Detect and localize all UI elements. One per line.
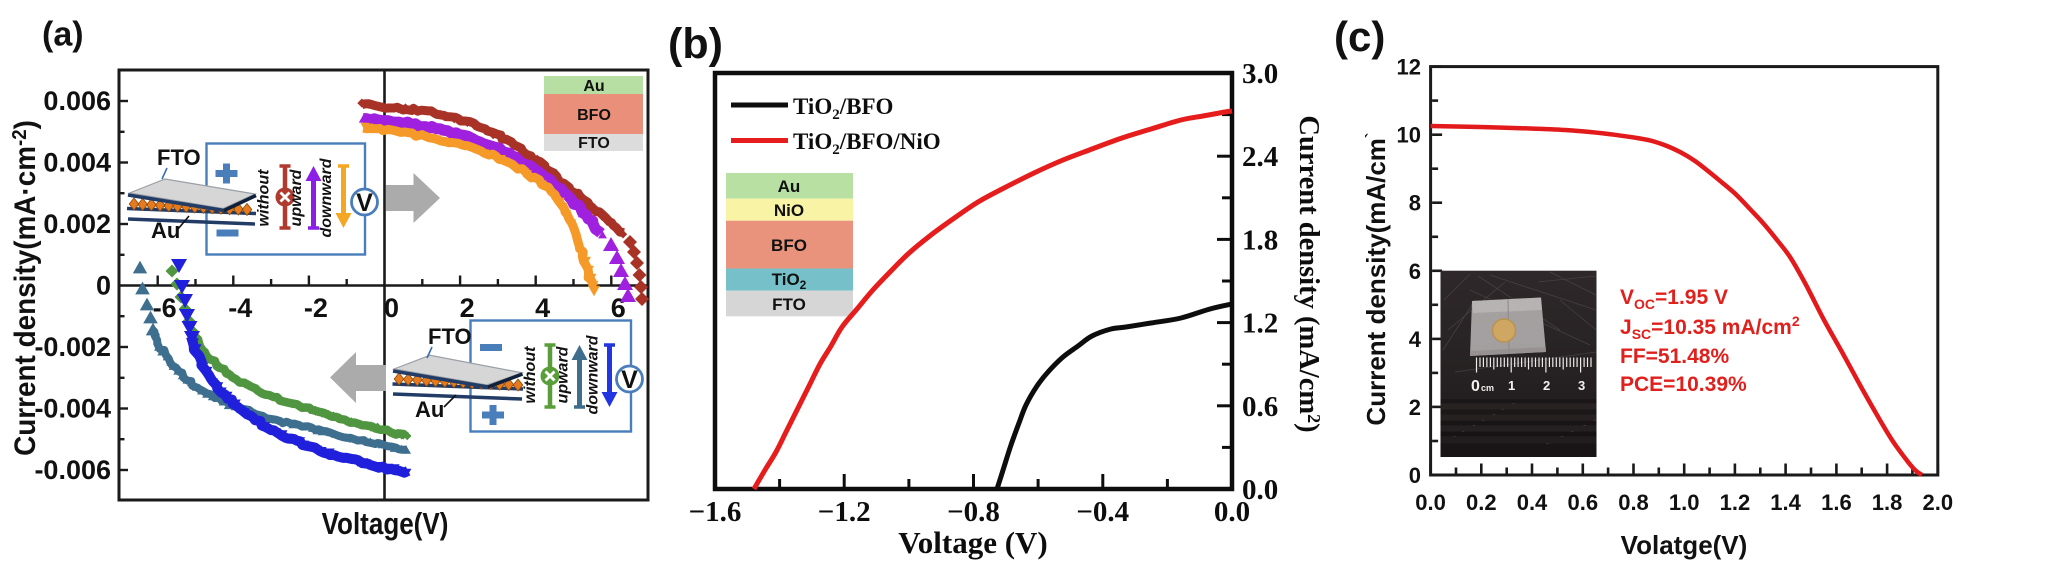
svg-text:(b): (b) [668,20,723,68]
svg-text:0: 0 [96,271,111,301]
svg-text:FTO: FTO [428,324,472,349]
svg-text:1.0: 1.0 [1669,490,1700,515]
svg-text:BFO: BFO [771,236,807,255]
svg-text:0.8: 0.8 [1618,490,1649,515]
svg-text:-0.004: -0.004 [34,394,111,424]
svg-text:V: V [621,366,638,394]
svg-text:6: 6 [1409,259,1421,284]
svg-text:-0.002: -0.002 [34,332,111,362]
svg-text:Voltage (V): Voltage (V) [898,525,1048,560]
svg-text:1.2: 1.2 [1242,308,1278,340]
svg-text:TiO2/BFO/NiO: TiO2/BFO/NiO [793,129,941,158]
svg-text:Au: Au [778,177,801,196]
svg-text:1: 1 [1508,378,1515,393]
svg-text:BFO: BFO [577,107,611,124]
svg-text:-2: -2 [304,293,328,323]
svg-text:downward: downward [318,157,335,237]
svg-text:upward: upward [555,345,572,403]
svg-text:0.006: 0.006 [43,86,111,116]
svg-text:1.4: 1.4 [1770,490,1801,515]
svg-text:-6: -6 [153,293,177,323]
svg-text:-0.006: -0.006 [34,455,111,485]
svg-text:Volatge(V): Volatge(V) [1621,530,1748,560]
svg-text:3: 3 [1578,378,1585,393]
svg-text:0.0: 0.0 [1214,496,1250,528]
svg-text:−0.4: −0.4 [1076,496,1129,528]
svg-text:(c): (c) [1334,13,1385,60]
svg-text:Current density (mA/cm2): Current density (mA/cm2) [1293,115,1324,432]
svg-text:12: 12 [1397,55,1421,80]
svg-text:0.0: 0.0 [1415,490,1446,515]
svg-text:1.8: 1.8 [1872,490,1903,515]
svg-text:FTO: FTO [578,135,610,152]
svg-text:Au: Au [415,397,444,422]
svg-text:JSC=10.35 mA/cm2: JSC=10.35 mA/cm2 [1620,313,1800,342]
svg-text:3.0: 3.0 [1242,58,1278,90]
svg-text:2: 2 [1409,395,1421,420]
svg-text:2: 2 [1543,378,1550,393]
svg-text:−1.6: −1.6 [689,496,742,528]
svg-text:0.0: 0.0 [1242,474,1278,506]
svg-text:2.4: 2.4 [1242,141,1278,173]
svg-text:downward: downward [585,334,602,414]
svg-text:0: 0 [1471,378,1480,395]
svg-text:−1.2: −1.2 [818,496,871,528]
svg-text:−0.8: −0.8 [947,496,1000,528]
svg-text:Voltage(V): Voltage(V) [322,507,449,542]
svg-text:without: without [256,169,273,227]
svg-text:PCE=10.39%: PCE=10.39% [1620,373,1747,396]
svg-text:V: V [356,189,373,217]
svg-text:0.4: 0.4 [1517,490,1548,515]
svg-text:cm: cm [1481,383,1494,393]
svg-text:FTO: FTO [772,295,806,314]
svg-text:Au: Au [583,78,604,95]
svg-text:0.2: 0.2 [1466,490,1497,515]
svg-text:4: 4 [1409,327,1422,352]
svg-text:0.6: 0.6 [1242,391,1278,423]
svg-text:NiO: NiO [774,201,804,220]
svg-text:2: 2 [460,293,475,323]
svg-text:0.004: 0.004 [43,148,111,178]
svg-text:10: 10 [1397,123,1421,148]
svg-text:0.6: 0.6 [1568,490,1599,515]
svg-text:0: 0 [1409,463,1421,488]
svg-text:4: 4 [535,293,550,323]
svg-text:0: 0 [384,293,399,323]
svg-text:0.002: 0.002 [43,209,111,239]
svg-text:(a): (a) [42,16,84,54]
svg-text:-4: -4 [228,293,252,323]
svg-text:FF=51.48%: FF=51.48% [1620,345,1729,368]
svg-text:without: without [522,346,539,404]
svg-text:Current density(mA·cm-2): Current density(mA·cm-2) [9,120,42,456]
svg-text:8: 8 [1409,191,1421,216]
svg-text:Au: Au [151,218,180,243]
svg-text:2.0: 2.0 [1923,490,1954,515]
svg-text:upward: upward [288,168,305,226]
svg-text:1.2: 1.2 [1720,490,1751,515]
svg-text:Current density(mA/cm`: Current density(mA/cm` [1361,132,1391,425]
svg-text:TiO2: TiO2 [772,270,807,292]
svg-text:1.6: 1.6 [1821,490,1852,515]
svg-text:TiO2/BFO: TiO2/BFO [793,94,893,123]
svg-text:1.8: 1.8 [1242,224,1278,256]
svg-text:FTO: FTO [157,145,201,170]
